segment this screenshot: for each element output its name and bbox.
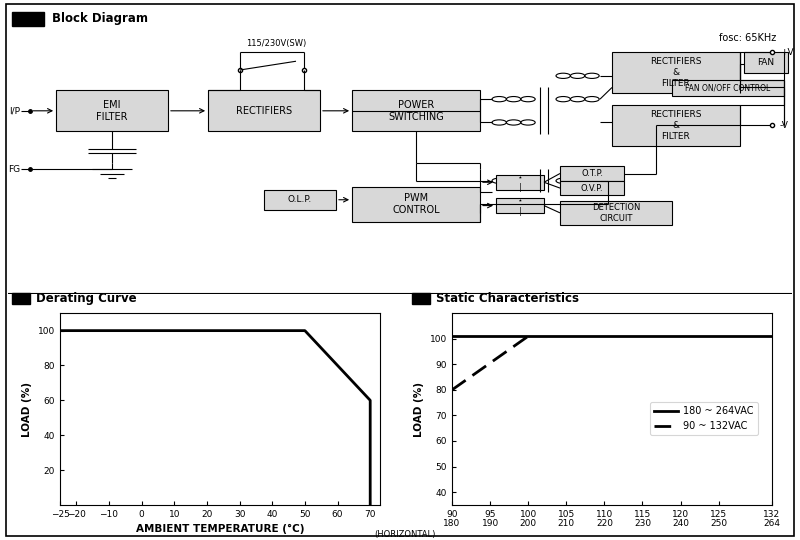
Text: Static Characteristics: Static Characteristics bbox=[436, 292, 579, 305]
Bar bbox=[12, 293, 30, 304]
Text: RECTIFIERS
&
FILTER: RECTIFIERS & FILTER bbox=[650, 110, 702, 141]
Text: I/P: I/P bbox=[9, 106, 20, 116]
Text: $⋆$
|: $⋆$ | bbox=[517, 172, 523, 192]
Bar bbox=[560, 201, 672, 225]
Line: 90 ~ 132VAC: 90 ~ 132VAC bbox=[452, 336, 528, 390]
Text: Derating Curve: Derating Curve bbox=[36, 292, 137, 305]
Text: 230: 230 bbox=[634, 519, 651, 528]
Text: 240: 240 bbox=[672, 519, 689, 528]
Legend: 180 ~ 264VAC, 90 ~ 132VAC: 180 ~ 264VAC, 90 ~ 132VAC bbox=[650, 402, 758, 435]
Bar bbox=[744, 52, 788, 73]
Text: Block Diagram: Block Diagram bbox=[52, 12, 148, 25]
Bar bbox=[612, 105, 740, 146]
Text: $⋆$
|: $⋆$ | bbox=[517, 195, 523, 215]
Bar bbox=[560, 166, 624, 181]
Text: RECTIFIERS: RECTIFIERS bbox=[236, 106, 292, 116]
Text: 220: 220 bbox=[596, 519, 613, 528]
Text: 200: 200 bbox=[520, 519, 537, 528]
Text: +V: +V bbox=[780, 48, 794, 57]
Text: 264: 264 bbox=[763, 519, 781, 528]
Text: fosc: 65KHz: fosc: 65KHz bbox=[718, 33, 776, 43]
Text: DETECTION
CIRCUIT: DETECTION CIRCUIT bbox=[592, 203, 640, 223]
Text: 115/230V(SW): 115/230V(SW) bbox=[246, 39, 306, 48]
Bar bbox=[560, 181, 624, 195]
Bar bbox=[496, 175, 544, 190]
Text: O.L.P.: O.L.P. bbox=[288, 195, 312, 204]
Text: FG: FG bbox=[8, 165, 20, 174]
Text: EMI
FILTER: EMI FILTER bbox=[96, 99, 128, 122]
Text: O.V.P.: O.V.P. bbox=[581, 184, 603, 193]
Text: -V: -V bbox=[780, 121, 789, 130]
Bar bbox=[12, 12, 44, 26]
Text: 210: 210 bbox=[558, 519, 575, 528]
Text: 250: 250 bbox=[710, 519, 727, 528]
Bar bbox=[496, 198, 544, 213]
Text: (HORIZONTAL): (HORIZONTAL) bbox=[374, 530, 436, 539]
X-axis label: AMBIENT TEMPERATURE (°C): AMBIENT TEMPERATURE (°C) bbox=[136, 524, 304, 535]
Text: FAN ON/OFF CONTROL: FAN ON/OFF CONTROL bbox=[686, 84, 770, 93]
Bar bbox=[208, 90, 320, 131]
90 ~ 132VAC bbox=[447, 387, 457, 393]
Text: 180: 180 bbox=[443, 519, 461, 528]
Y-axis label: LOAD (%): LOAD (%) bbox=[22, 382, 32, 436]
Text: POWER
SWITCHING: POWER SWITCHING bbox=[388, 99, 444, 122]
Bar bbox=[352, 90, 480, 131]
Bar bbox=[612, 52, 740, 93]
Bar bbox=[264, 190, 336, 210]
Text: FAN: FAN bbox=[758, 58, 774, 67]
Bar bbox=[352, 187, 480, 221]
Text: O.T.P.: O.T.P. bbox=[581, 169, 603, 178]
Bar bbox=[412, 293, 430, 304]
Text: RECTIFIERS
&
FILTER: RECTIFIERS & FILTER bbox=[650, 57, 702, 89]
Y-axis label: LOAD (%): LOAD (%) bbox=[414, 382, 424, 436]
90 ~ 132VAC bbox=[523, 333, 533, 340]
Text: 190: 190 bbox=[482, 519, 498, 528]
Text: PWM
CONTROL: PWM CONTROL bbox=[392, 193, 440, 215]
Bar bbox=[56, 90, 168, 131]
Bar bbox=[672, 80, 784, 96]
